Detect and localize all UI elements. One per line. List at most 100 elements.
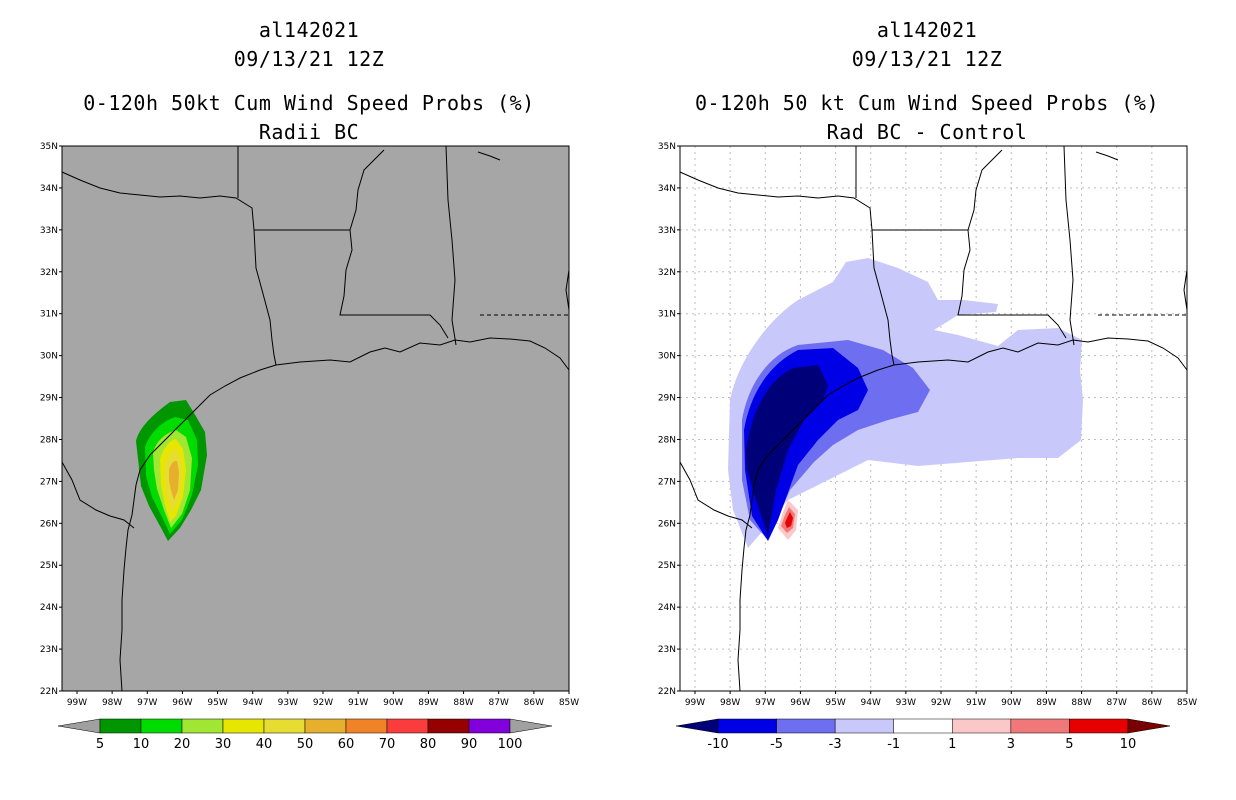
lon-label: 85W <box>559 698 579 708</box>
left-map-frame <box>61 145 570 692</box>
lon-label: 95W <box>825 698 845 708</box>
right-panel: al142021 09/13/21 12Z 0-120h 50 kt Cum W… <box>618 0 1236 800</box>
lat-label: 26N <box>658 519 676 529</box>
lat-label: 25N <box>40 561 58 571</box>
left-subtitle: Radii BC <box>258 120 360 144</box>
lat-label: 27N <box>658 477 676 487</box>
right-coastlines <box>679 145 1188 692</box>
lon-label: 93W <box>278 698 298 708</box>
lon-label: 86W <box>1142 698 1162 708</box>
colorbar-swatch <box>717 718 777 734</box>
lon-label: 85W <box>1177 698 1197 708</box>
colorbar-label: -3 <box>829 737 842 752</box>
right-colorbar: -10 -5 -3 -1 1 3 5 10 <box>675 718 1171 752</box>
colorbar-swatch <box>952 718 1012 734</box>
colorbar-label: 10 <box>1120 737 1137 752</box>
lat-label: 22N <box>40 687 58 697</box>
lon-label: 87W <box>1107 698 1127 708</box>
colorbar-swatch <box>776 718 836 734</box>
lon-label: 99W <box>67 698 87 708</box>
colorbar-swatch <box>181 718 224 734</box>
right-diff-contours <box>728 258 1083 548</box>
lat-label: 35N <box>658 142 676 152</box>
lat-label: 30N <box>40 352 58 362</box>
colorbar-swatch <box>1069 718 1129 734</box>
lat-label: 30N <box>658 352 676 362</box>
lat-label: 23N <box>658 645 676 655</box>
lon-label: 91W <box>966 698 986 708</box>
colorbar-swatch <box>468 718 511 734</box>
left-map-background <box>62 146 569 691</box>
colorbar-swatch <box>263 718 306 734</box>
lat-label: 34N <box>40 184 58 194</box>
lat-label: 33N <box>40 226 58 236</box>
colorbar-label: -5 <box>770 737 783 752</box>
lon-label: 88W <box>453 698 473 708</box>
left-storm-id: al142021 <box>258 18 360 42</box>
lon-label: 96W <box>790 698 810 708</box>
lat-label: 32N <box>40 268 58 278</box>
colorbar-label: 50 <box>297 737 314 752</box>
left-colorbar: 5 10 20 30 40 50 60 70 80 90 100 <box>57 718 553 752</box>
lat-label: 24N <box>658 603 676 613</box>
right-lat-axis: 35N 34N 33N 32N 31N 30N 29N 28N 27N 26N 25N 24N 23N 2… <box>658 142 680 697</box>
right-subtitle: Rad BC - Control <box>826 120 1028 144</box>
right-lon-axis: 99W 98W 97W 96W 95W 94W 93W 92W 91W 90W 89W 88W 87W 8… <box>685 691 1197 708</box>
colorbar-swatch <box>345 718 388 734</box>
colorbar-swatch <box>1010 718 1070 734</box>
lon-label: 91W <box>348 698 368 708</box>
lat-label: 28N <box>40 435 58 445</box>
colorbar-label: -10 <box>707 737 728 752</box>
colorbar-label: 70 <box>379 737 396 752</box>
right-map-frame <box>679 145 1188 692</box>
colorbar-label: 80 <box>420 737 437 752</box>
right-storm-id: al142021 <box>876 18 978 42</box>
left-lon-axis: 99W 98W 97W 96W 95W 94W 93W 92W 91W 90W 89W 88W 87W 8… <box>67 691 579 708</box>
colorbar-label: 20 <box>174 737 191 752</box>
colorbar-low-arrow <box>675 718 719 734</box>
lon-label: 97W <box>137 698 157 708</box>
lon-label: 90W <box>383 698 403 708</box>
colorbar-swatch <box>386 718 429 734</box>
lat-label: 31N <box>658 310 676 320</box>
lon-label: 87W <box>489 698 509 708</box>
left-panel: al142021 09/13/21 12Z 0-120h 50kt Cum Wi… <box>40 18 579 752</box>
colorbar-label: 5 <box>1065 737 1073 752</box>
lon-label: 90W <box>1001 698 1021 708</box>
lat-label: 25N <box>658 561 676 571</box>
colorbar-label: 40 <box>256 737 273 752</box>
lon-label: 94W <box>243 698 263 708</box>
lon-label: 88W <box>1071 698 1091 708</box>
colorbar-low-arrow <box>57 718 101 734</box>
colorbar-label: 10 <box>133 737 150 752</box>
lon-label: 96W <box>172 698 192 708</box>
colorbar-label: 5 <box>96 737 104 752</box>
lat-label: 22N <box>658 687 676 697</box>
left-lat-axis: 35N 34N 33N 32N 31N 30N 29N 28N 27N 26N 25N 24N 23N 2… <box>40 142 62 697</box>
colorbar-high-arrow <box>509 718 553 734</box>
lon-label: 98W <box>720 698 740 708</box>
left-prob-contours <box>136 400 207 541</box>
lat-label: 29N <box>40 394 58 404</box>
left-product-title: 0-120h 50kt Cum Wind Speed Probs (%) <box>83 91 535 115</box>
lon-label: 97W <box>755 698 775 708</box>
colorbar-label: 90 <box>461 737 478 752</box>
lat-label: 28N <box>658 435 676 445</box>
lon-label: 89W <box>1036 698 1056 708</box>
lon-label: 92W <box>931 698 951 708</box>
left-coastlines <box>61 145 570 692</box>
colorbar-high-arrow <box>1127 718 1171 734</box>
colorbar-label: -1 <box>887 737 900 752</box>
right-map-svg: 35N 34N 33N 32N 31N 30N 29N 28N 27N 26N 25N 24N 23N 2… <box>658 142 1197 752</box>
lon-label: 95W <box>207 698 227 708</box>
lat-label: 26N <box>40 519 58 529</box>
colorbar-label: 30 <box>215 737 232 752</box>
lat-label: 32N <box>658 268 676 278</box>
lat-label: 27N <box>40 477 58 487</box>
colorbar-swatch <box>427 718 470 734</box>
colorbar-swatch <box>834 718 894 734</box>
lat-label: 29N <box>658 394 676 404</box>
colorbar-swatch <box>99 718 142 734</box>
colorbar-swatch <box>893 718 953 734</box>
right-product-title: 0-120h 50 kt Cum Wind Speed Probs (%) <box>694 91 1160 115</box>
